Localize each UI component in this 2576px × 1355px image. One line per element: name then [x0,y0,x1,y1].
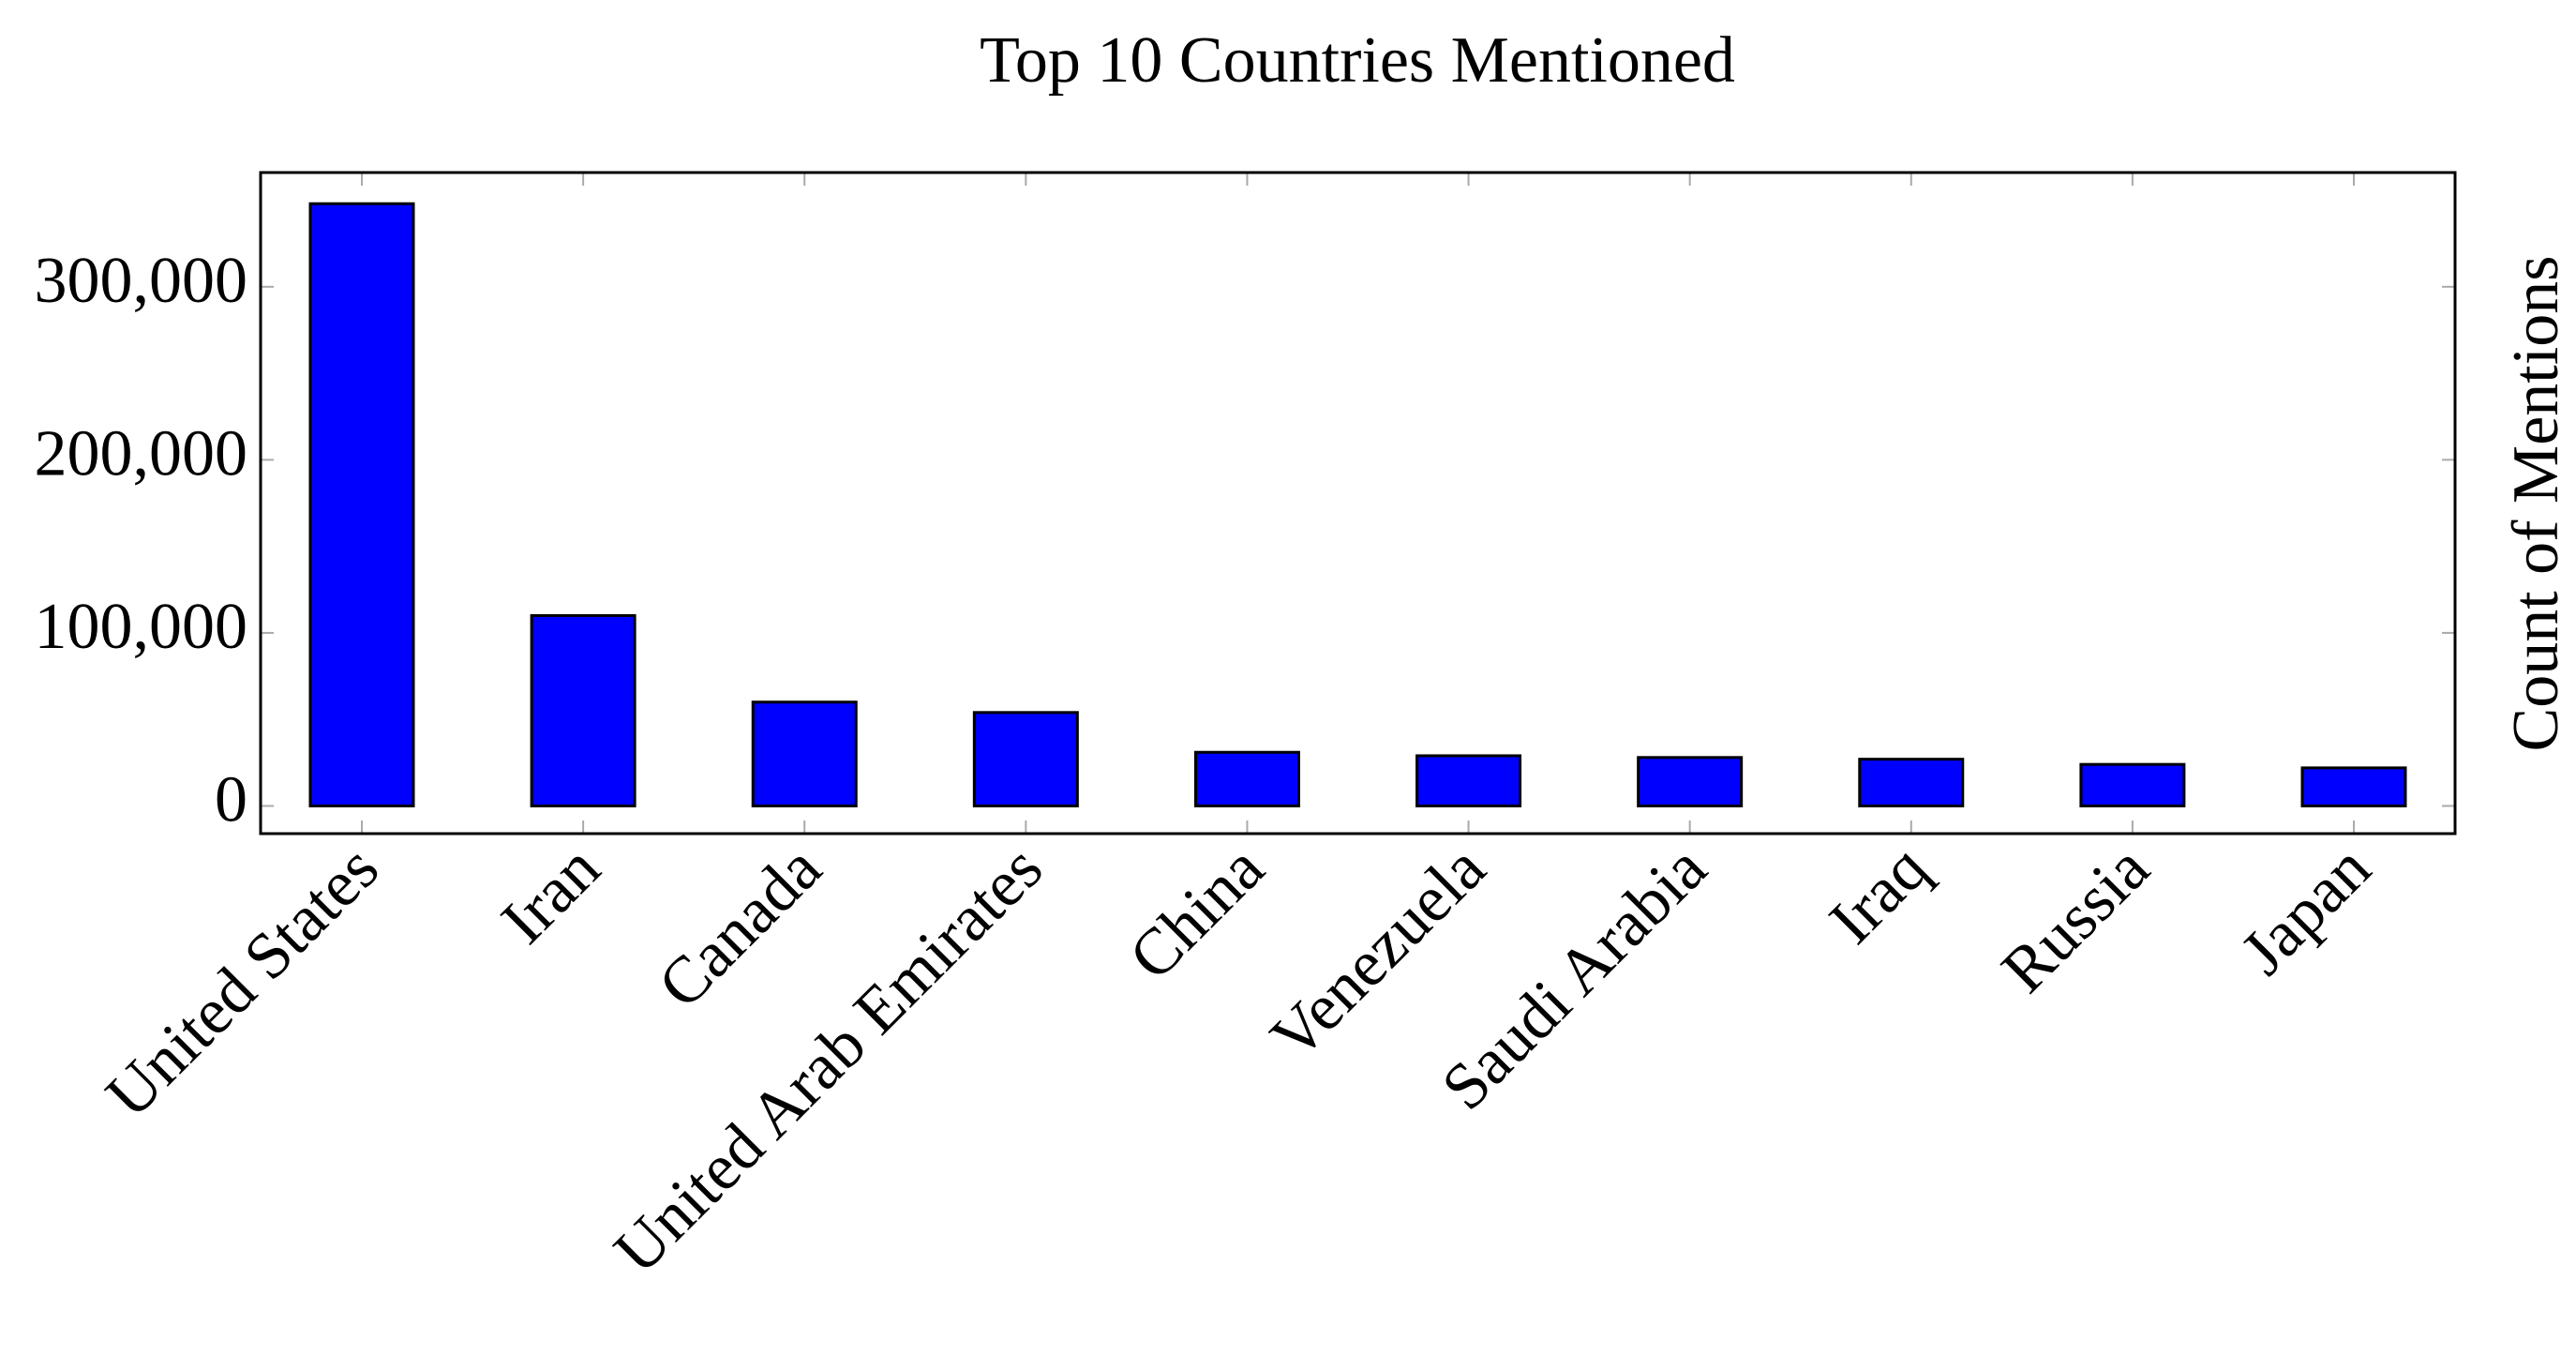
y-tick-label: 100,000 [35,591,248,663]
x-tick-label: Russia [1988,832,2163,1006]
chart-title: Top 10 Countries Mentioned [980,24,1735,97]
bar [2300,766,2407,807]
plot-frame [259,171,2457,836]
y-tick-label: 0 [215,764,247,836]
bar [2079,762,2186,807]
bar [751,700,858,807]
y-tick-label: 200,000 [35,417,248,489]
y-axis-label: Count of Mentions [2500,256,2572,752]
bar [530,613,637,807]
bar [308,202,415,807]
x-tick-label: Japan [2228,832,2385,988]
x-tick-label: China [1116,832,1278,994]
bar [1415,754,1522,807]
x-tick-label: Canada [645,832,835,1022]
x-tick-label: Iran [488,832,614,957]
bar [1858,758,1965,807]
bar [1193,750,1300,807]
bar [1637,756,1744,807]
x-tick-label: United Arab Emirates [601,832,1056,1287]
x-tick-label: Iraq [1816,832,1941,957]
bar [972,711,1079,807]
y-tick-label: 300,000 [35,245,248,317]
x-tick-label: United States [93,832,393,1132]
